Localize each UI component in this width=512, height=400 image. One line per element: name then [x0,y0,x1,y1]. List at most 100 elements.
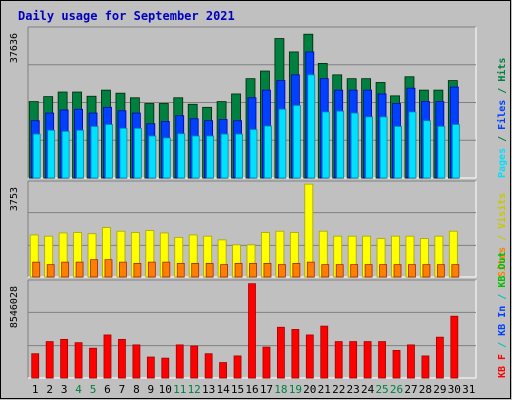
bar [119,127,128,179]
x-tick-label: 25 [375,383,388,396]
bar [450,315,459,379]
x-tick-label: 10 [159,383,172,396]
bar [422,264,431,278]
x-tick-label: 28 [419,383,432,396]
bar [60,338,69,379]
bar [190,345,199,379]
bar [363,341,372,379]
bar [233,355,242,379]
bar [350,112,359,179]
bar [118,338,126,379]
bar [306,261,315,278]
bar [175,344,184,379]
x-tick-label: 23 [347,383,360,396]
bar [307,74,316,179]
bar [162,137,171,179]
bar [451,264,460,278]
legend-part: / [497,130,508,148]
bar [263,262,272,278]
bar [177,133,186,179]
bar [90,259,98,278]
bar [392,350,401,379]
bar [292,105,301,179]
bar [334,341,343,379]
x-tick-label: 11 [173,383,186,396]
bar [220,133,229,179]
bar [262,346,271,379]
bar [133,127,142,179]
bar [407,344,415,379]
bar [278,108,287,179]
bar [379,264,387,278]
panel-1: 37636 Pages / Files / Hits [9,26,508,179]
legend-part: Hits [496,58,508,82]
right-legend: Pages / Files / Hits [496,58,508,178]
bar [451,124,460,179]
bar [61,130,70,179]
bar [162,261,171,278]
bar [219,362,227,379]
bar [220,264,228,278]
x-tick-label: 21 [318,383,331,396]
panel-2: 3753 Sites / Visits [9,180,508,278]
x-tick-label: 1 [32,383,39,396]
x-tick-label: 2 [46,383,53,396]
x-tick-label: 3 [61,383,68,396]
bar [132,344,141,379]
bar [393,264,402,278]
series-pages [32,74,460,179]
bar [394,126,402,179]
bar [436,264,445,278]
x-tick-label: 31 [462,383,475,396]
bar [248,283,256,379]
x-tick-label: 26 [390,383,403,396]
bar [320,325,329,379]
legend-part: / [497,336,508,354]
bar [235,133,243,179]
legend-part: / [497,229,508,247]
x-tick-label: 20 [303,383,316,396]
bar [89,347,97,379]
bar [32,261,41,278]
bar [350,264,359,278]
bar [408,264,416,278]
bar [321,264,330,278]
bar [119,261,127,278]
bar [147,261,156,278]
legend-part: Pages [497,148,508,178]
x-tick-label: 9 [148,383,155,396]
x-tick-label: 4 [75,383,82,396]
bar [61,261,70,278]
x-tick-label: 22 [332,383,345,396]
legend-part: KB Out [497,252,508,288]
bar [249,129,258,179]
bar [76,129,84,179]
bar [204,353,213,379]
bar [292,262,301,278]
x-tick-label: 14 [216,383,230,396]
x-tick-label: 27 [404,383,417,396]
x-tick-label: 29 [433,383,446,396]
panel-3: 8546028 KB F / KB In / KB Out [9,252,508,379]
bar [364,264,373,278]
bar [291,329,300,379]
bar [234,262,243,278]
bar [206,135,215,179]
bar [105,124,113,179]
bar [74,342,83,379]
bar [336,110,345,179]
bar [47,129,56,179]
x-tick-label: 12 [188,383,201,396]
bar [133,262,142,278]
legend-part: KB In [497,306,508,336]
chart-title: Daily usage for September 2021 [18,9,235,23]
bar [104,259,113,278]
bar [305,334,314,379]
legend-part: KB F [497,354,508,378]
bar [146,356,155,379]
series-visits [29,183,458,278]
bar [264,125,272,179]
y-max-label: 3753 [9,187,20,211]
bar [378,341,386,379]
